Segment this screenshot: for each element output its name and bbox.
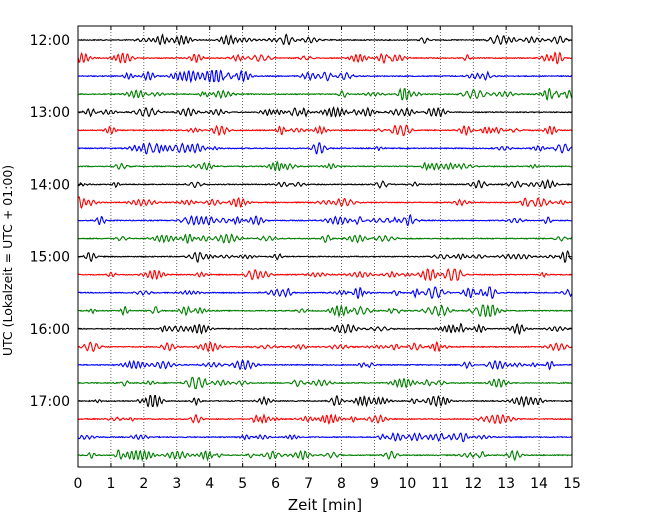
x-tick-label: 7 <box>304 476 313 492</box>
x-tick-label: 8 <box>337 476 346 492</box>
x-tick-label: 0 <box>74 476 83 492</box>
y-tick-label: 14:00 <box>30 177 70 193</box>
seismogram-trace <box>77 142 573 155</box>
y-tick-label: 16:00 <box>30 322 70 338</box>
x-tick-label: 11 <box>431 476 449 492</box>
seismogram-trace <box>77 322 573 336</box>
x-tick-label: 4 <box>205 476 214 492</box>
x-tick-label: 1 <box>106 476 115 492</box>
x-tick-label: 14 <box>530 476 548 492</box>
seismogram-traces <box>77 33 573 463</box>
seismogram-trace <box>77 160 573 172</box>
seismogram-trace <box>77 69 572 84</box>
seismogram-trace <box>77 286 573 300</box>
seismogram-trace <box>77 359 572 371</box>
x-tick-label: 6 <box>271 476 280 492</box>
y-axis-label: UTC (Lokalzeit = UTC + 01:00) <box>0 165 15 356</box>
x-tick-label: 12 <box>464 476 482 492</box>
seismogram-trace <box>77 178 572 190</box>
seismogram-trace <box>77 233 573 244</box>
x-tick-label: 3 <box>172 476 181 492</box>
seismogram-trace <box>77 394 572 408</box>
seismogram-trace <box>77 431 572 443</box>
seismogram-trace <box>77 33 573 46</box>
seismogram-trace <box>77 303 572 318</box>
plot-frame <box>77 25 573 468</box>
seismogram-trace <box>77 449 573 463</box>
y-tick-label: 12:00 <box>30 33 70 49</box>
y-tick-label: 13:00 <box>30 105 70 121</box>
seismogram-trace <box>77 124 573 137</box>
x-axis-ticks: 0 1 2 3 4 5 6 7 8 9 10 11 12 13 14 15 <box>74 26 581 492</box>
y-tick-label: 17:00 <box>30 394 70 410</box>
y-axis-ticks: 12:00 13:00 14:00 15:00 16:00 17:00 <box>30 33 572 410</box>
x-axis-label: Zeit [min] <box>288 496 362 514</box>
seismogram-trace <box>77 267 573 282</box>
x-tick-label: 5 <box>238 476 247 492</box>
x-tick-label: 2 <box>139 476 148 492</box>
seismogram-trace <box>77 413 573 425</box>
x-tick-label: 9 <box>370 476 379 492</box>
seismogram-trace <box>77 51 572 65</box>
seismogram-trace <box>77 214 572 226</box>
seismogram-trace <box>77 87 573 102</box>
seismogram-trace <box>77 196 573 209</box>
x-tick-label: 13 <box>497 476 515 492</box>
x-tick-label: 15 <box>563 476 581 492</box>
seismogram-trace <box>77 376 572 389</box>
seismogram-trace <box>77 106 573 118</box>
seismogram-trace <box>77 340 573 353</box>
y-tick-label: 15:00 <box>30 250 70 266</box>
x-tick-label: 10 <box>398 476 416 492</box>
seismogram-trace <box>77 250 573 263</box>
